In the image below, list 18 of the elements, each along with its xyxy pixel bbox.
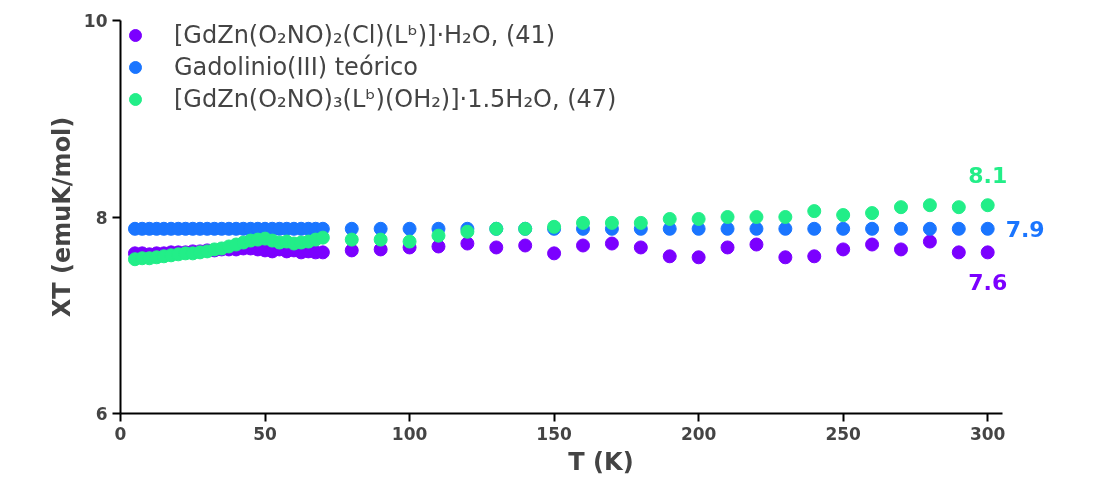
x-tick-label: 200 — [680, 423, 717, 444]
x-tick-label: 250 — [825, 423, 862, 444]
data-label: 8.1 — [968, 163, 1008, 189]
x-tick-label: 100 — [391, 423, 428, 444]
y-tick-label: 8 — [95, 207, 108, 228]
legend-label: Gadolinio(III) teórico — [174, 53, 418, 81]
x-tick-label: 0 — [114, 423, 127, 444]
data-label: 7.9 — [1005, 216, 1045, 242]
y-tick-label: 6 — [95, 404, 108, 424]
legend-label: [GdZn(O₂NO)₃(Lᵇ)(OH₂)]·1.5H₂O, (47) — [174, 85, 617, 113]
y-tick-label: 10 — [83, 11, 108, 31]
x-axis-title: T (K) — [568, 447, 634, 476]
data-label: 7.6 — [968, 270, 1008, 296]
x-tick-label: 150 — [536, 423, 573, 444]
legend-label: [GdZn(O₂NO)₂(Cl)(Lᵇ)]·H₂O, (41) — [174, 21, 556, 49]
y-axis-title: XT (emuK/mol) — [47, 116, 76, 318]
x-tick-label: 300 — [969, 423, 1006, 444]
x-tick-label: 50 — [253, 423, 278, 444]
